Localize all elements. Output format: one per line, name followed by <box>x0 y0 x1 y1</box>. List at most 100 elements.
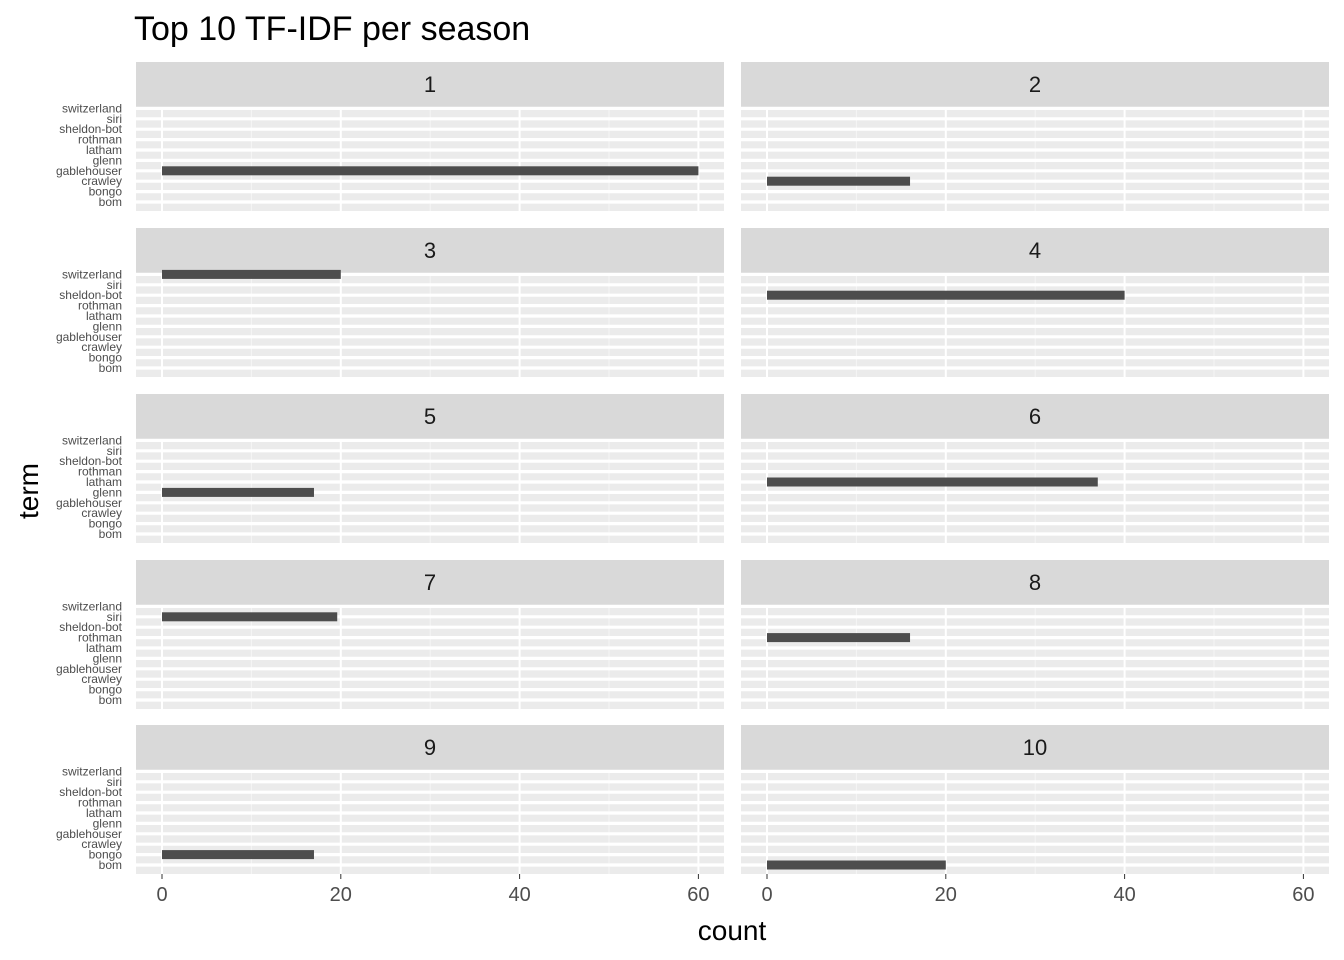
y-tick-label: latham <box>86 806 122 820</box>
y-tick-label: switzerland <box>62 764 122 778</box>
y-tick-label: glenn <box>93 651 122 665</box>
bar-crawley <box>767 176 911 186</box>
facet-strip-label: 9 <box>424 735 436 760</box>
y-tick-label: glenn <box>93 319 122 333</box>
facet-strip <box>136 560 724 605</box>
facet-panel-9: 9 bombongocrawleygablehouserglennlathamro… <box>56 725 724 906</box>
y-tick-label: bongo <box>89 683 123 697</box>
x-axis-title: count <box>698 915 767 946</box>
bar-bongo <box>162 850 314 860</box>
x-tick-label: 40 <box>508 884 530 906</box>
y-tick-label: gablehouser <box>56 496 122 510</box>
bar-latham <box>767 477 1098 487</box>
facet-panel-5: 5 bombongocrawleygablehouserglennlathamro… <box>56 394 724 543</box>
y-tick-label: bom <box>99 693 122 707</box>
facet-strip <box>741 62 1329 107</box>
facet-strip-label: 8 <box>1029 570 1041 595</box>
y-tick-label: bongo <box>89 351 123 365</box>
y-tick-label: siri <box>107 278 122 292</box>
y-tick-label: sheldon-bot <box>59 122 122 136</box>
y-tick-label: switzerland <box>62 599 122 613</box>
x-tick-label: 40 <box>1113 884 1135 906</box>
y-tick-label: bongo <box>89 185 123 199</box>
y-tick-label: gablehouser <box>56 164 122 178</box>
facet-panel-1: 1 bombongocrawleygablehouserglennlathamro… <box>56 62 724 211</box>
facet-strip <box>136 62 724 107</box>
y-tick-label: switzerland <box>62 433 122 447</box>
facet-strip <box>741 725 1329 770</box>
facet-strip <box>741 394 1329 439</box>
facet-strip-label: 4 <box>1029 238 1041 263</box>
facet-panel-8: 8 <box>741 560 1329 709</box>
facet-panel-7: 7 bombongocrawleygablehouserglennlathamro… <box>56 560 724 709</box>
bar-bom <box>767 860 946 870</box>
facet-strip-label: 2 <box>1029 72 1041 97</box>
facet-panel-4: 4 <box>741 228 1329 377</box>
facet-strip <box>741 560 1329 605</box>
y-tick-label: switzerland <box>62 101 122 115</box>
facet-strip <box>136 228 724 273</box>
y-tick-label: siri <box>107 775 122 789</box>
facet-panel-6: 6 <box>741 394 1329 543</box>
y-tick-label: latham <box>86 475 122 489</box>
facet-strip <box>136 394 724 439</box>
y-tick-label: gablehouser <box>56 330 122 344</box>
x-tick-label: 60 <box>1292 884 1314 906</box>
y-tick-label: sheldon-bot <box>59 454 122 468</box>
facet-strip-label: 3 <box>424 238 436 263</box>
y-tick-label: latham <box>86 641 122 655</box>
y-tick-label: rothman <box>78 465 122 479</box>
y-tick-label: sheldon-bot <box>59 785 122 799</box>
bar-rothman <box>767 633 911 643</box>
facet-strip-label: 6 <box>1029 404 1041 429</box>
bar-switzerland <box>162 269 341 279</box>
x-tick-label: 20 <box>935 884 957 906</box>
x-tick-label: 60 <box>687 884 709 906</box>
facet-strip-label: 5 <box>424 404 436 429</box>
y-tick-label: bom <box>99 195 122 209</box>
y-tick-label: crawley <box>81 837 122 851</box>
y-tick-label: bongo <box>89 848 123 862</box>
y-tick-label: sheldon-bot <box>59 288 122 302</box>
facet-strip <box>741 228 1329 273</box>
facet-grid: 1bombongocrawleygablehouserglennlathamro… <box>56 62 1329 906</box>
y-tick-label: bom <box>99 361 122 375</box>
y-tick-label: crawley <box>81 174 122 188</box>
facet-strip-label: 10 <box>1023 735 1047 760</box>
facet-panel-3: 3 bombongocrawleygablehouserglennlathamro… <box>56 228 724 377</box>
bar-glenn <box>162 487 314 497</box>
y-tick-label: siri <box>107 112 122 126</box>
y-tick-label: switzerland <box>62 267 122 281</box>
facet-panel-2: 2 <box>741 62 1329 211</box>
y-tick-label: bom <box>99 527 122 541</box>
y-tick-label: rothman <box>78 299 122 313</box>
y-tick-label: rothman <box>78 631 122 645</box>
y-tick-label: latham <box>86 143 122 157</box>
y-tick-label: bongo <box>89 517 123 531</box>
y-tick-label: bom <box>99 858 122 872</box>
x-tick-label: 0 <box>156 884 167 906</box>
y-tick-label: siri <box>107 444 122 458</box>
chart-title: Top 10 TF-IDF per season <box>134 10 530 48</box>
y-tick-label: siri <box>107 610 122 624</box>
y-tick-label: crawley <box>81 506 122 520</box>
x-tick-label: 20 <box>330 884 352 906</box>
y-tick-label: glenn <box>93 485 122 499</box>
bar-siri <box>162 612 338 622</box>
y-tick-label: glenn <box>93 816 122 830</box>
y-tick-label: rothman <box>78 133 122 147</box>
y-tick-label: rothman <box>78 796 122 810</box>
facet-strip <box>136 725 724 770</box>
facet-panel-10: 10 0 20 40 60 <box>741 725 1329 906</box>
facet-strip-label: 1 <box>424 72 436 97</box>
y-tick-label: sheldon-bot <box>59 620 122 634</box>
y-tick-label: latham <box>86 309 122 323</box>
y-tick-label: gablehouser <box>56 827 122 841</box>
y-tick-label: crawley <box>81 672 122 686</box>
y-tick-label: crawley <box>81 340 122 354</box>
y-tick-label: gablehouser <box>56 662 122 676</box>
bar-sheldon-bot <box>767 290 1125 300</box>
facet-strip-label: 7 <box>424 570 436 595</box>
y-axis-title: term <box>13 463 44 519</box>
